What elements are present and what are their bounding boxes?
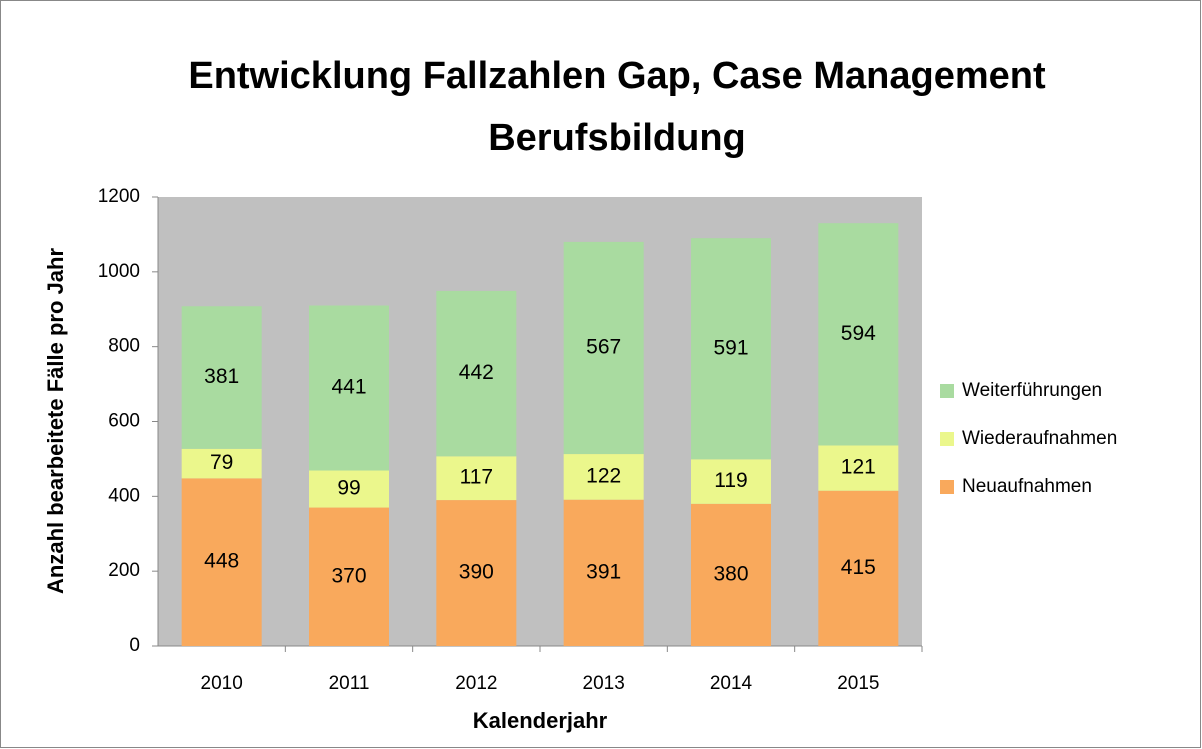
y-tick-label: 800 xyxy=(108,336,140,357)
bar-segment xyxy=(691,503,771,646)
x-tick-label: 2012 xyxy=(455,673,497,694)
bar-segment xyxy=(563,499,644,646)
bar-segment xyxy=(436,456,517,501)
bar-segment xyxy=(309,470,389,508)
x-tick-label: 2013 xyxy=(583,673,625,694)
chart-title: Berufsbildung xyxy=(488,117,746,159)
bar-segment xyxy=(436,290,517,457)
data-label: 594 xyxy=(841,322,876,345)
data-label: 117 xyxy=(460,466,493,489)
data-label: 448 xyxy=(204,550,239,573)
bar-segment xyxy=(563,454,644,500)
data-label: 391 xyxy=(586,560,621,583)
x-tick-label: 2010 xyxy=(201,673,243,694)
y-tick-label: 1200 xyxy=(98,186,140,207)
data-label: 79 xyxy=(210,451,233,474)
y-tick-label: 0 xyxy=(129,635,140,656)
bar-segment xyxy=(181,306,262,449)
bar-segment xyxy=(309,507,389,646)
data-label: 415 xyxy=(841,556,876,579)
data-label: 121 xyxy=(841,456,876,479)
bar-segment xyxy=(818,223,899,446)
y-tick-label: 200 xyxy=(108,560,140,581)
data-label: 381 xyxy=(204,365,239,388)
y-tick-label: 600 xyxy=(108,411,140,432)
x-tick-label: 2015 xyxy=(837,673,879,694)
y-axis-title: Anzahl bearbeitete Fälle pro Jahr xyxy=(43,248,68,594)
y-tick-label: 1000 xyxy=(98,261,140,282)
data-label: 591 xyxy=(713,336,748,359)
x-axis-title: Kalenderjahr xyxy=(473,708,608,733)
chart-title: Entwicklung Fallzahlen Gap, Case Managem… xyxy=(188,55,1046,97)
data-label: 99 xyxy=(337,477,360,500)
data-label: 380 xyxy=(713,562,748,585)
legend-label: Weiterführungen xyxy=(962,380,1102,401)
plot-area xyxy=(158,197,922,646)
bar-segment xyxy=(818,490,899,646)
data-label: 122 xyxy=(586,464,621,487)
bar-segment xyxy=(691,238,771,460)
legend-swatch xyxy=(940,480,954,494)
data-label: 567 xyxy=(586,336,621,359)
legend-label: Neuaufnahmen xyxy=(962,476,1092,497)
legend-swatch xyxy=(940,432,954,446)
y-tick-label: 400 xyxy=(108,485,140,506)
bar-segment xyxy=(436,500,517,646)
bar-segment xyxy=(563,241,644,455)
bar-segment xyxy=(181,478,262,646)
bar-segment xyxy=(309,305,389,471)
legend-label: Wiederaufnahmen xyxy=(962,428,1117,449)
x-tick-label: 2011 xyxy=(329,673,370,694)
data-label: 390 xyxy=(459,561,494,584)
bar-segment xyxy=(818,445,899,491)
data-label: 442 xyxy=(459,361,494,384)
bar-segment xyxy=(691,459,771,504)
x-tick-label: 2014 xyxy=(710,673,753,694)
data-label: 370 xyxy=(331,564,366,587)
legend-swatch xyxy=(940,384,954,398)
data-label: 119 xyxy=(714,469,747,492)
data-label: 441 xyxy=(331,376,366,399)
bar-segment xyxy=(181,448,262,479)
